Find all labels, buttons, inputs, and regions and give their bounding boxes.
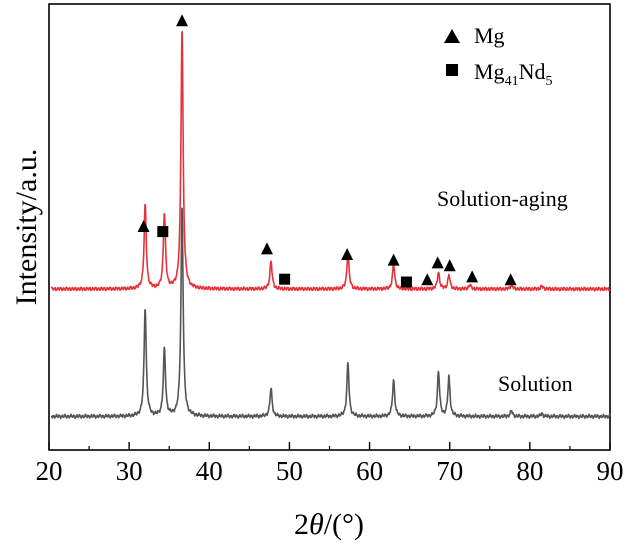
legend-label-mg41nd5: Mg41Nd5 (474, 59, 552, 89)
legend: Mg Mg41Nd5 (444, 23, 552, 89)
mg-peak-marker (341, 248, 354, 260)
mg-peak-marker (137, 220, 150, 232)
x-tick-label: 20 (36, 456, 63, 486)
x-tick-label: 80 (516, 456, 543, 486)
mg-peak-marker (431, 256, 444, 269)
legend-label-mg: Mg (474, 23, 505, 48)
mg41nd5-peak-marker (400, 276, 412, 288)
x-tick-label: 70 (436, 456, 463, 486)
x-tick-label: 40 (196, 456, 223, 486)
x-tick-label: 90 (597, 456, 624, 486)
series-label-solution-aging: Solution-aging (437, 186, 568, 211)
mg-peak-marker (387, 253, 400, 266)
x-tick-label: 50 (276, 456, 303, 486)
x-tick-label: 30 (116, 456, 143, 486)
legend-triangle-marker (444, 29, 460, 43)
x-axis-title: 2θ/(°) (294, 508, 364, 541)
y-axis-title: Intensity/a.u. (10, 149, 43, 306)
mg-peak-marker (443, 259, 456, 272)
mg-peak-marker (504, 273, 517, 286)
x-axis-ticks (48, 442, 611, 450)
series-label-solution: Solution (498, 371, 573, 396)
mg41nd5-peak-marker (157, 226, 169, 238)
mg-peak-marker (260, 242, 273, 255)
mg41nd5-peak-marker (279, 273, 291, 285)
series-line-solution (50, 207, 611, 420)
legend-square-marker (446, 64, 458, 76)
x-tick-label: 60 (356, 456, 383, 486)
peak-annotations (137, 14, 517, 288)
x-axis-tick-labels: 20 30 40 50 60 70 80 90 (36, 456, 624, 486)
mg-peak-marker (176, 14, 189, 27)
series-group (50, 30, 611, 420)
mg-peak-marker (466, 270, 479, 283)
mg-peak-marker (421, 273, 434, 286)
